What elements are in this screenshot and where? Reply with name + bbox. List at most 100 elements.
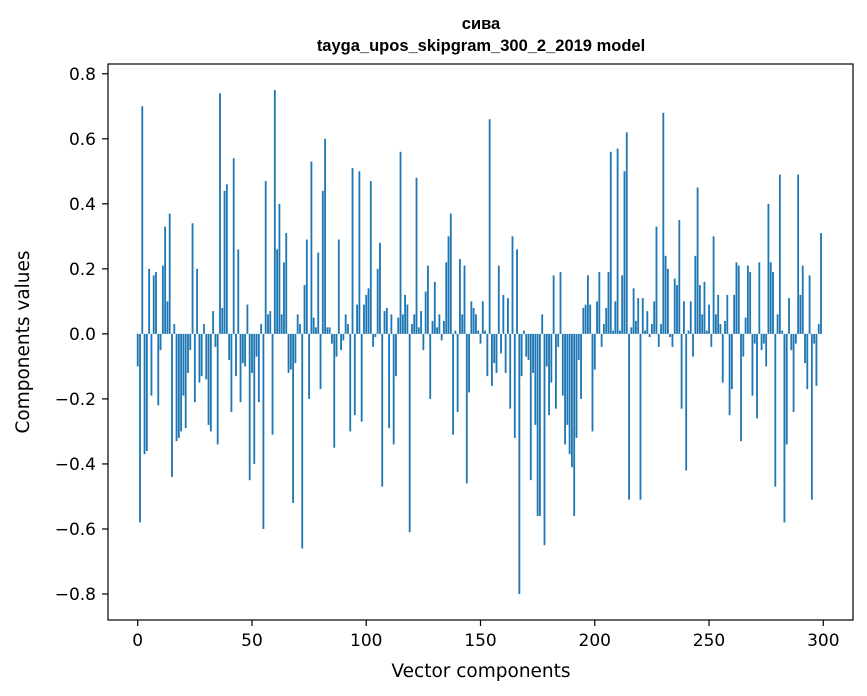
- bar: [612, 330, 614, 334]
- bar: [568, 333, 571, 455]
- bar: [616, 148, 619, 334]
- bar: [806, 333, 809, 390]
- x-tick-label: 100: [350, 631, 382, 651]
- bar: [344, 314, 347, 334]
- y-tick-label: −0.8: [55, 585, 96, 605]
- bar: [756, 333, 758, 419]
- bar: [541, 314, 544, 334]
- bar: [614, 301, 617, 334]
- bar: [422, 333, 425, 351]
- bar: [171, 333, 173, 477]
- bar: [447, 236, 450, 334]
- bar: [395, 333, 397, 377]
- bar: [781, 330, 784, 334]
- bar: [193, 333, 196, 403]
- bar: [342, 333, 345, 341]
- bar: [509, 333, 512, 409]
- bar: [303, 285, 306, 334]
- bar: [349, 333, 352, 432]
- bar: [367, 288, 370, 334]
- bar: [527, 333, 530, 360]
- bar: [660, 324, 662, 334]
- bar: [296, 314, 299, 334]
- bar: [248, 333, 251, 481]
- bar: [155, 272, 157, 334]
- bar: [760, 333, 763, 351]
- bar: [628, 333, 630, 500]
- bar: [559, 272, 562, 334]
- bar: [552, 275, 555, 334]
- bar: [401, 314, 404, 334]
- y-tick-label: 0.4: [69, 195, 96, 215]
- bar: [360, 333, 363, 422]
- bar: [529, 333, 532, 481]
- y-tick-label: −0.4: [55, 455, 96, 475]
- bar: [742, 333, 745, 357]
- bar: [404, 294, 406, 334]
- bar: [145, 333, 148, 451]
- bar: [150, 333, 153, 396]
- bar: [253, 333, 256, 464]
- y-axis-label: Components values: [13, 250, 34, 433]
- bar: [356, 304, 359, 334]
- bar: [477, 330, 480, 334]
- bar: [445, 262, 448, 334]
- x-tick-label: 300: [807, 631, 839, 651]
- bar: [417, 327, 420, 334]
- bar: [575, 333, 578, 438]
- bar: [230, 333, 233, 412]
- bar: [141, 106, 144, 334]
- bar: [497, 265, 500, 334]
- bar: [751, 333, 754, 396]
- bar: [271, 333, 274, 435]
- bar: [692, 333, 694, 357]
- bar: [573, 333, 576, 516]
- bar: [408, 333, 411, 533]
- bar: [205, 333, 208, 380]
- bar: [728, 333, 731, 416]
- bar: [543, 333, 546, 546]
- bar: [228, 333, 231, 360]
- bar: [187, 333, 189, 373]
- bar: [280, 314, 283, 334]
- bar: [584, 304, 587, 334]
- chart-title: сива: [462, 15, 501, 33]
- bar: [726, 294, 729, 334]
- bar: [820, 233, 822, 334]
- bar: [363, 304, 365, 334]
- bar: [644, 330, 646, 334]
- bar: [317, 252, 320, 334]
- bar: [472, 307, 475, 334]
- bar: [701, 314, 704, 334]
- bar: [267, 314, 269, 334]
- bar: [525, 333, 528, 357]
- bar: [200, 333, 203, 377]
- bar: [719, 324, 722, 334]
- bar: [710, 333, 713, 347]
- bar: [235, 333, 237, 377]
- bar: [379, 242, 381, 334]
- bar: [783, 333, 786, 523]
- bar: [232, 158, 235, 334]
- bar: [555, 333, 557, 409]
- bar: [337, 239, 340, 334]
- bar: [666, 268, 669, 334]
- bar: [733, 294, 736, 334]
- bar: [333, 333, 336, 448]
- bar: [308, 333, 311, 399]
- bar: [774, 333, 777, 487]
- bar: [459, 259, 461, 334]
- bar: [440, 333, 443, 341]
- bar: [289, 333, 292, 370]
- bar: [557, 333, 560, 347]
- bar: [180, 333, 183, 432]
- bar: [484, 330, 486, 334]
- x-tick-label: 250: [693, 631, 725, 651]
- bar: [493, 333, 496, 364]
- bar: [143, 333, 146, 455]
- x-tick-label: 150: [464, 631, 496, 651]
- bar: [273, 90, 276, 334]
- bar: [431, 320, 434, 334]
- bar: [566, 333, 569, 425]
